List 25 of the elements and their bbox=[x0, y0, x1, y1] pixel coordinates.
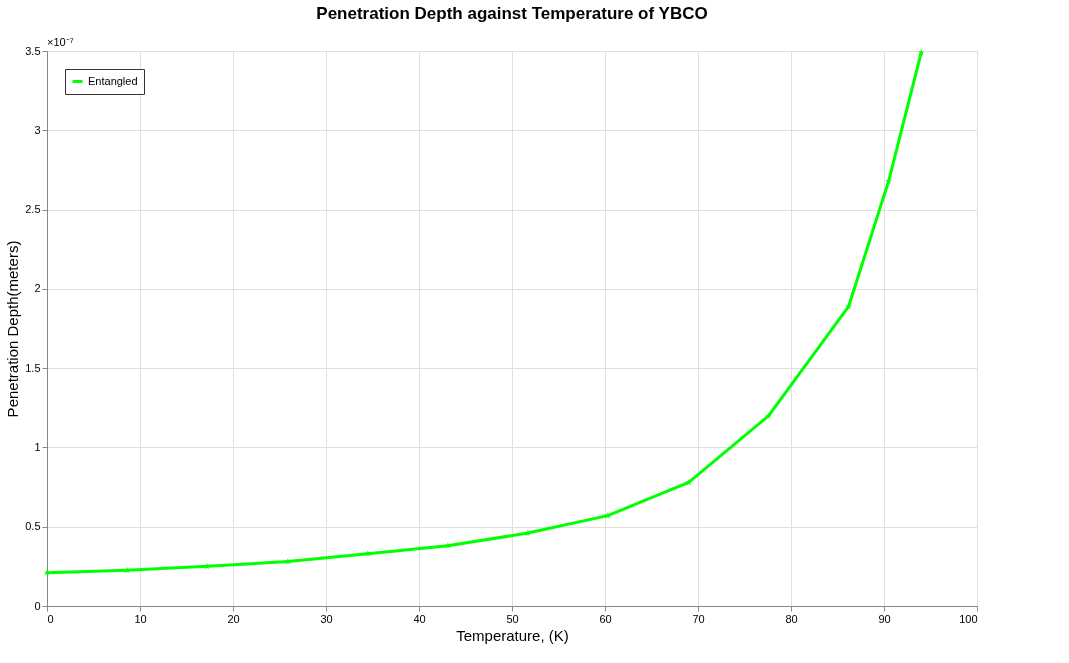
y-tick-label: 2.5 bbox=[25, 203, 41, 216]
point bbox=[685, 478, 693, 486]
y-tick-label: 1 bbox=[34, 440, 41, 453]
x-tick-label: 40 bbox=[413, 612, 426, 625]
x-tick-label: 10 bbox=[134, 612, 147, 625]
y-tick-label: 1.5 bbox=[25, 361, 41, 374]
x-axis-title: Temperature, (K) bbox=[456, 626, 569, 644]
chart-title: Penetration Depth against Temperature of YBCO bbox=[316, 4, 708, 23]
legend-label: Entangled bbox=[88, 74, 138, 87]
x-tick-label: 100 bbox=[959, 612, 978, 625]
y-tick-label: 2 bbox=[34, 282, 41, 295]
x-tick-label: 50 bbox=[506, 612, 519, 625]
x-tick-label: 30 bbox=[320, 612, 333, 625]
y-tick-label: 0.5 bbox=[25, 520, 41, 533]
x-tick-label: 20 bbox=[227, 612, 240, 625]
x-tick-label: 60 bbox=[599, 612, 612, 625]
y-tick-label: 3.5 bbox=[25, 44, 41, 57]
x-tick-label: 70 bbox=[692, 612, 705, 625]
x-tick-label: 90 bbox=[878, 612, 891, 625]
x-tick-label: 80 bbox=[785, 612, 798, 625]
y-axis-title: Penetration Depth(meters) bbox=[4, 240, 22, 418]
y-tick-label: 3 bbox=[34, 123, 41, 136]
y-tick-label: 0 bbox=[34, 599, 41, 612]
text: ×10⁻⁷ bbox=[47, 36, 74, 48]
x-tick-label: 0 bbox=[47, 612, 54, 625]
